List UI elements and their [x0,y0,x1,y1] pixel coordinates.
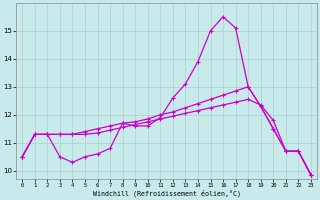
X-axis label: Windchill (Refroidissement éolien,°C): Windchill (Refroidissement éolien,°C) [92,190,241,197]
